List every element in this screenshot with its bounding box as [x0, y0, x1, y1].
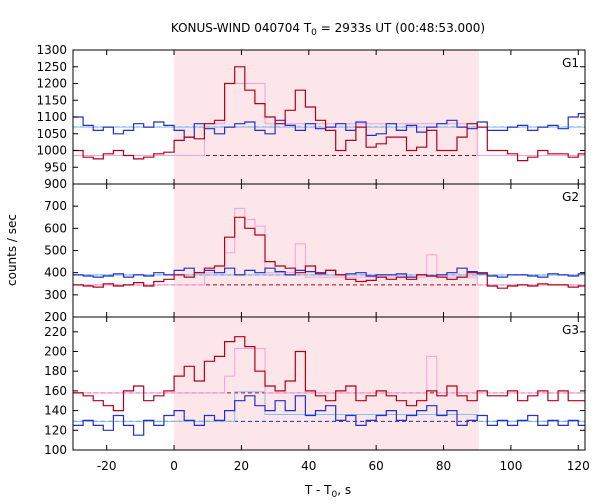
y-tick-label: 1200 [36, 77, 67, 91]
series-line-dark-red [73, 216, 585, 289]
shaded-interval [174, 50, 479, 450]
panel-plot-area [73, 66, 585, 162]
y-tick-label: 1250 [36, 60, 67, 74]
x-tick-label: 60 [369, 459, 384, 473]
panel-label: G3 [562, 323, 579, 337]
panel-plot-area [73, 207, 585, 289]
y-tick-label: 950 [44, 160, 67, 174]
y-tick-label: 400 [44, 266, 67, 280]
y-tick-label: 1100 [36, 110, 67, 124]
panel-g3: 100 120 140 160 180 200 220 G3 [44, 316, 586, 457]
panel-g2: 200 300 400 500 600 700 G2 [44, 183, 586, 324]
x-axis-label: T - T0, s [304, 483, 351, 500]
panel-label: G2 [562, 190, 579, 204]
x-axis-label-rest: , s [337, 483, 351, 497]
series-line-pink [73, 207, 585, 286]
y-tick-label: 700 [44, 199, 67, 213]
y-tick-label: 200 [44, 344, 67, 358]
x-axis-label-subscript: 0 [332, 490, 338, 500]
panel-frame [72, 316, 586, 451]
y-tick-label: 300 [44, 288, 67, 302]
series-line-dark-red [73, 66, 585, 162]
y-tick-label: 140 [44, 404, 67, 418]
y-tick-label: 600 [44, 221, 67, 235]
series-line-pink [73, 83, 585, 156]
y-tick-label: 1150 [36, 93, 67, 107]
x-tick-label: 100 [499, 459, 522, 473]
panel-label: G1 [562, 56, 579, 70]
y-tick-label: 1300 [36, 43, 67, 57]
x-tick-label: 40 [301, 459, 316, 473]
x-tick-label: 20 [234, 459, 249, 473]
y-tick-label: 220 [44, 325, 67, 339]
x-axis-label-main: T - T [304, 483, 332, 497]
panel-g1: 900 950 1000 1050 1100 1150 1200 1250 1300 G1 [36, 43, 586, 191]
y-tick-label: 1050 [36, 127, 67, 141]
chart-title-rest: = 2933s UT (00:48:53.000) [317, 21, 485, 35]
y-tick-label: 180 [44, 364, 67, 378]
chart-title-subscript: 0 [311, 28, 317, 38]
chart-title-main: KONUS-WIND 040704 T [171, 21, 312, 35]
panels-layer: 9009501000105011001150120012501300G12003… [36, 43, 589, 473]
y-tick-label: 120 [44, 423, 67, 437]
series-line-dark-red [73, 336, 585, 412]
y-tick-label: 160 [44, 384, 67, 398]
x-tick-label: -20 [97, 459, 117, 473]
y-tick-label: 100 [44, 443, 67, 457]
y-axis-label: counts / sec [5, 214, 19, 286]
chart-title: KONUS-WIND 040704 T0 = 2933s UT (00:48:5… [171, 21, 485, 38]
series-line-pink [73, 348, 585, 394]
y-tick-label: 200 [44, 310, 67, 324]
panel-plot-area [73, 336, 585, 436]
y-tick-label: 1000 [36, 144, 67, 158]
x-tick-label: 80 [436, 459, 451, 473]
series-line-dark-blue [73, 395, 585, 436]
x-tick-label: 120 [567, 459, 590, 473]
y-tick-label: 500 [44, 244, 67, 258]
y-tick-label: 900 [44, 177, 67, 191]
x-tick-label: 0 [170, 459, 178, 473]
